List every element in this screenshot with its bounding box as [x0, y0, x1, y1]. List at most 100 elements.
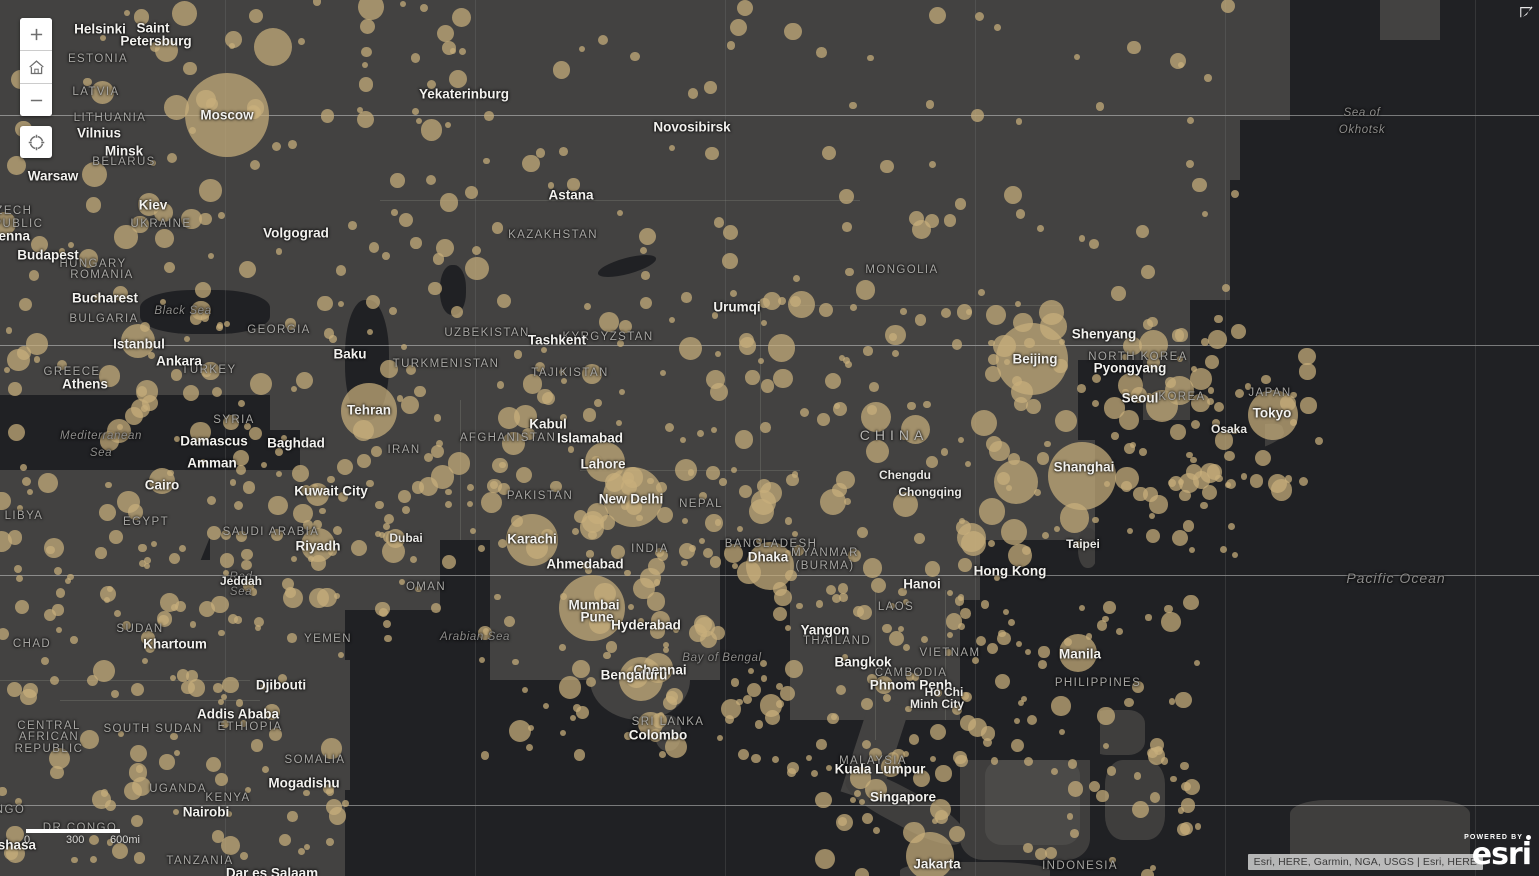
population-bubble[interactable] [337, 652, 344, 659]
population-bubble[interactable] [638, 711, 663, 737]
population-bubble[interactable] [361, 46, 372, 57]
population-bubble[interactable] [976, 636, 987, 647]
population-bubble[interactable] [311, 483, 318, 490]
population-bubble[interactable] [704, 514, 723, 533]
population-bubble[interactable] [750, 489, 777, 516]
population-bubble[interactable] [639, 228, 657, 246]
population-bubble[interactable] [941, 307, 952, 318]
population-bubble[interactable] [1067, 759, 1078, 769]
population-bubble[interactable] [1115, 628, 1123, 635]
population-bubble[interactable] [249, 426, 263, 440]
population-bubble[interactable] [496, 381, 505, 390]
population-bubble[interactable] [1008, 543, 1032, 567]
population-bubble[interactable] [944, 648, 953, 657]
population-bubble[interactable] [207, 495, 217, 506]
population-bubble[interactable] [1111, 432, 1119, 440]
population-bubble[interactable] [298, 848, 306, 856]
population-bubble[interactable] [358, 77, 374, 92]
population-bubble[interactable] [375, 500, 384, 510]
population-bubble[interactable] [78, 249, 98, 269]
population-bubble[interactable] [163, 262, 175, 274]
population-bubble[interactable] [1051, 696, 1071, 716]
population-bubble[interactable] [863, 346, 873, 356]
population-bubble[interactable] [598, 34, 609, 46]
population-bubble[interactable] [825, 584, 837, 596]
population-bubble[interactable] [1149, 865, 1156, 872]
population-bubble[interactable] [1215, 431, 1234, 450]
population-bubble[interactable] [997, 631, 1011, 646]
population-bubble[interactable] [229, 479, 236, 486]
population-bubble[interactable] [1070, 829, 1079, 839]
population-bubble[interactable] [571, 659, 591, 679]
population-bubble[interactable] [26, 333, 48, 356]
population-bubble[interactable] [541, 346, 548, 353]
population-bubble[interactable] [90, 856, 98, 864]
population-bubble[interactable] [173, 750, 180, 757]
population-bubble[interactable] [112, 842, 129, 859]
population-bubble[interactable] [583, 303, 591, 311]
population-bubble[interactable] [1149, 737, 1165, 753]
population-bubble[interactable] [1179, 472, 1200, 494]
population-bubble[interactable] [290, 386, 297, 393]
population-bubble[interactable] [961, 691, 973, 703]
population-bubble[interactable] [132, 776, 152, 796]
population-bubble[interactable] [1168, 698, 1176, 705]
population-bubble[interactable] [811, 770, 819, 778]
population-bubble[interactable] [926, 455, 938, 468]
population-bubble[interactable] [240, 852, 248, 860]
population-bubble[interactable] [1018, 700, 1025, 707]
population-bubble[interactable] [957, 623, 965, 631]
population-bubble[interactable] [201, 361, 220, 381]
population-bubble[interactable] [1181, 781, 1192, 792]
population-bubble[interactable] [1141, 869, 1154, 876]
population-bubble[interactable] [615, 419, 622, 426]
population-bubble[interactable] [815, 849, 835, 870]
population-bubble-seoul[interactable] [1146, 390, 1178, 422]
population-bubble-tokyo[interactable] [1248, 390, 1298, 440]
population-bubble[interactable] [234, 616, 242, 624]
population-bubble[interactable] [6, 327, 13, 334]
population-bubble[interactable] [262, 765, 270, 773]
population-bubble[interactable] [669, 317, 676, 324]
population-bubble[interactable] [1202, 211, 1209, 218]
population-bubble[interactable] [383, 522, 390, 530]
population-bubble[interactable] [987, 642, 999, 654]
population-bubble[interactable] [898, 587, 908, 597]
population-bubble[interactable] [135, 765, 144, 773]
population-bubble-istanbul[interactable] [121, 324, 155, 358]
population-bubble[interactable] [1042, 531, 1050, 540]
population-bubble[interactable] [1177, 807, 1185, 814]
population-bubble[interactable] [1103, 742, 1110, 749]
population-bubble[interactable] [426, 79, 437, 90]
population-bubble[interactable] [131, 216, 149, 234]
population-bubble[interactable] [571, 527, 580, 536]
population-bubble[interactable] [1078, 604, 1085, 612]
population-bubble[interactable] [637, 617, 644, 624]
population-bubble-manila[interactable] [1059, 634, 1097, 672]
population-bubble[interactable] [586, 550, 594, 558]
population-bubble[interactable] [988, 339, 995, 347]
population-bubble[interactable] [925, 100, 934, 109]
population-bubble[interactable] [181, 680, 195, 695]
population-bubble[interactable] [1016, 640, 1023, 647]
population-bubble[interactable] [280, 434, 287, 441]
population-bubble[interactable] [928, 6, 947, 25]
population-bubble[interactable] [682, 517, 689, 524]
population-bubble[interactable] [1059, 728, 1066, 735]
population-bubble[interactable] [1024, 648, 1031, 655]
population-bubble[interactable] [822, 145, 837, 160]
population-bubble[interactable] [419, 3, 428, 12]
population-bubble[interactable] [441, 555, 457, 570]
population-bubble[interactable] [323, 783, 334, 794]
population-bubble[interactable] [1074, 54, 1081, 61]
population-bubble[interactable] [131, 682, 145, 696]
population-bubble[interactable] [211, 830, 225, 843]
population-bubble[interactable] [432, 252, 445, 265]
population-bubble[interactable] [760, 379, 775, 393]
population-bubble[interactable] [328, 807, 347, 825]
population-bubble[interactable] [465, 186, 478, 200]
population-bubble[interactable] [357, 111, 375, 129]
population-bubble[interactable] [624, 731, 632, 740]
population-bubble[interactable] [943, 214, 957, 227]
